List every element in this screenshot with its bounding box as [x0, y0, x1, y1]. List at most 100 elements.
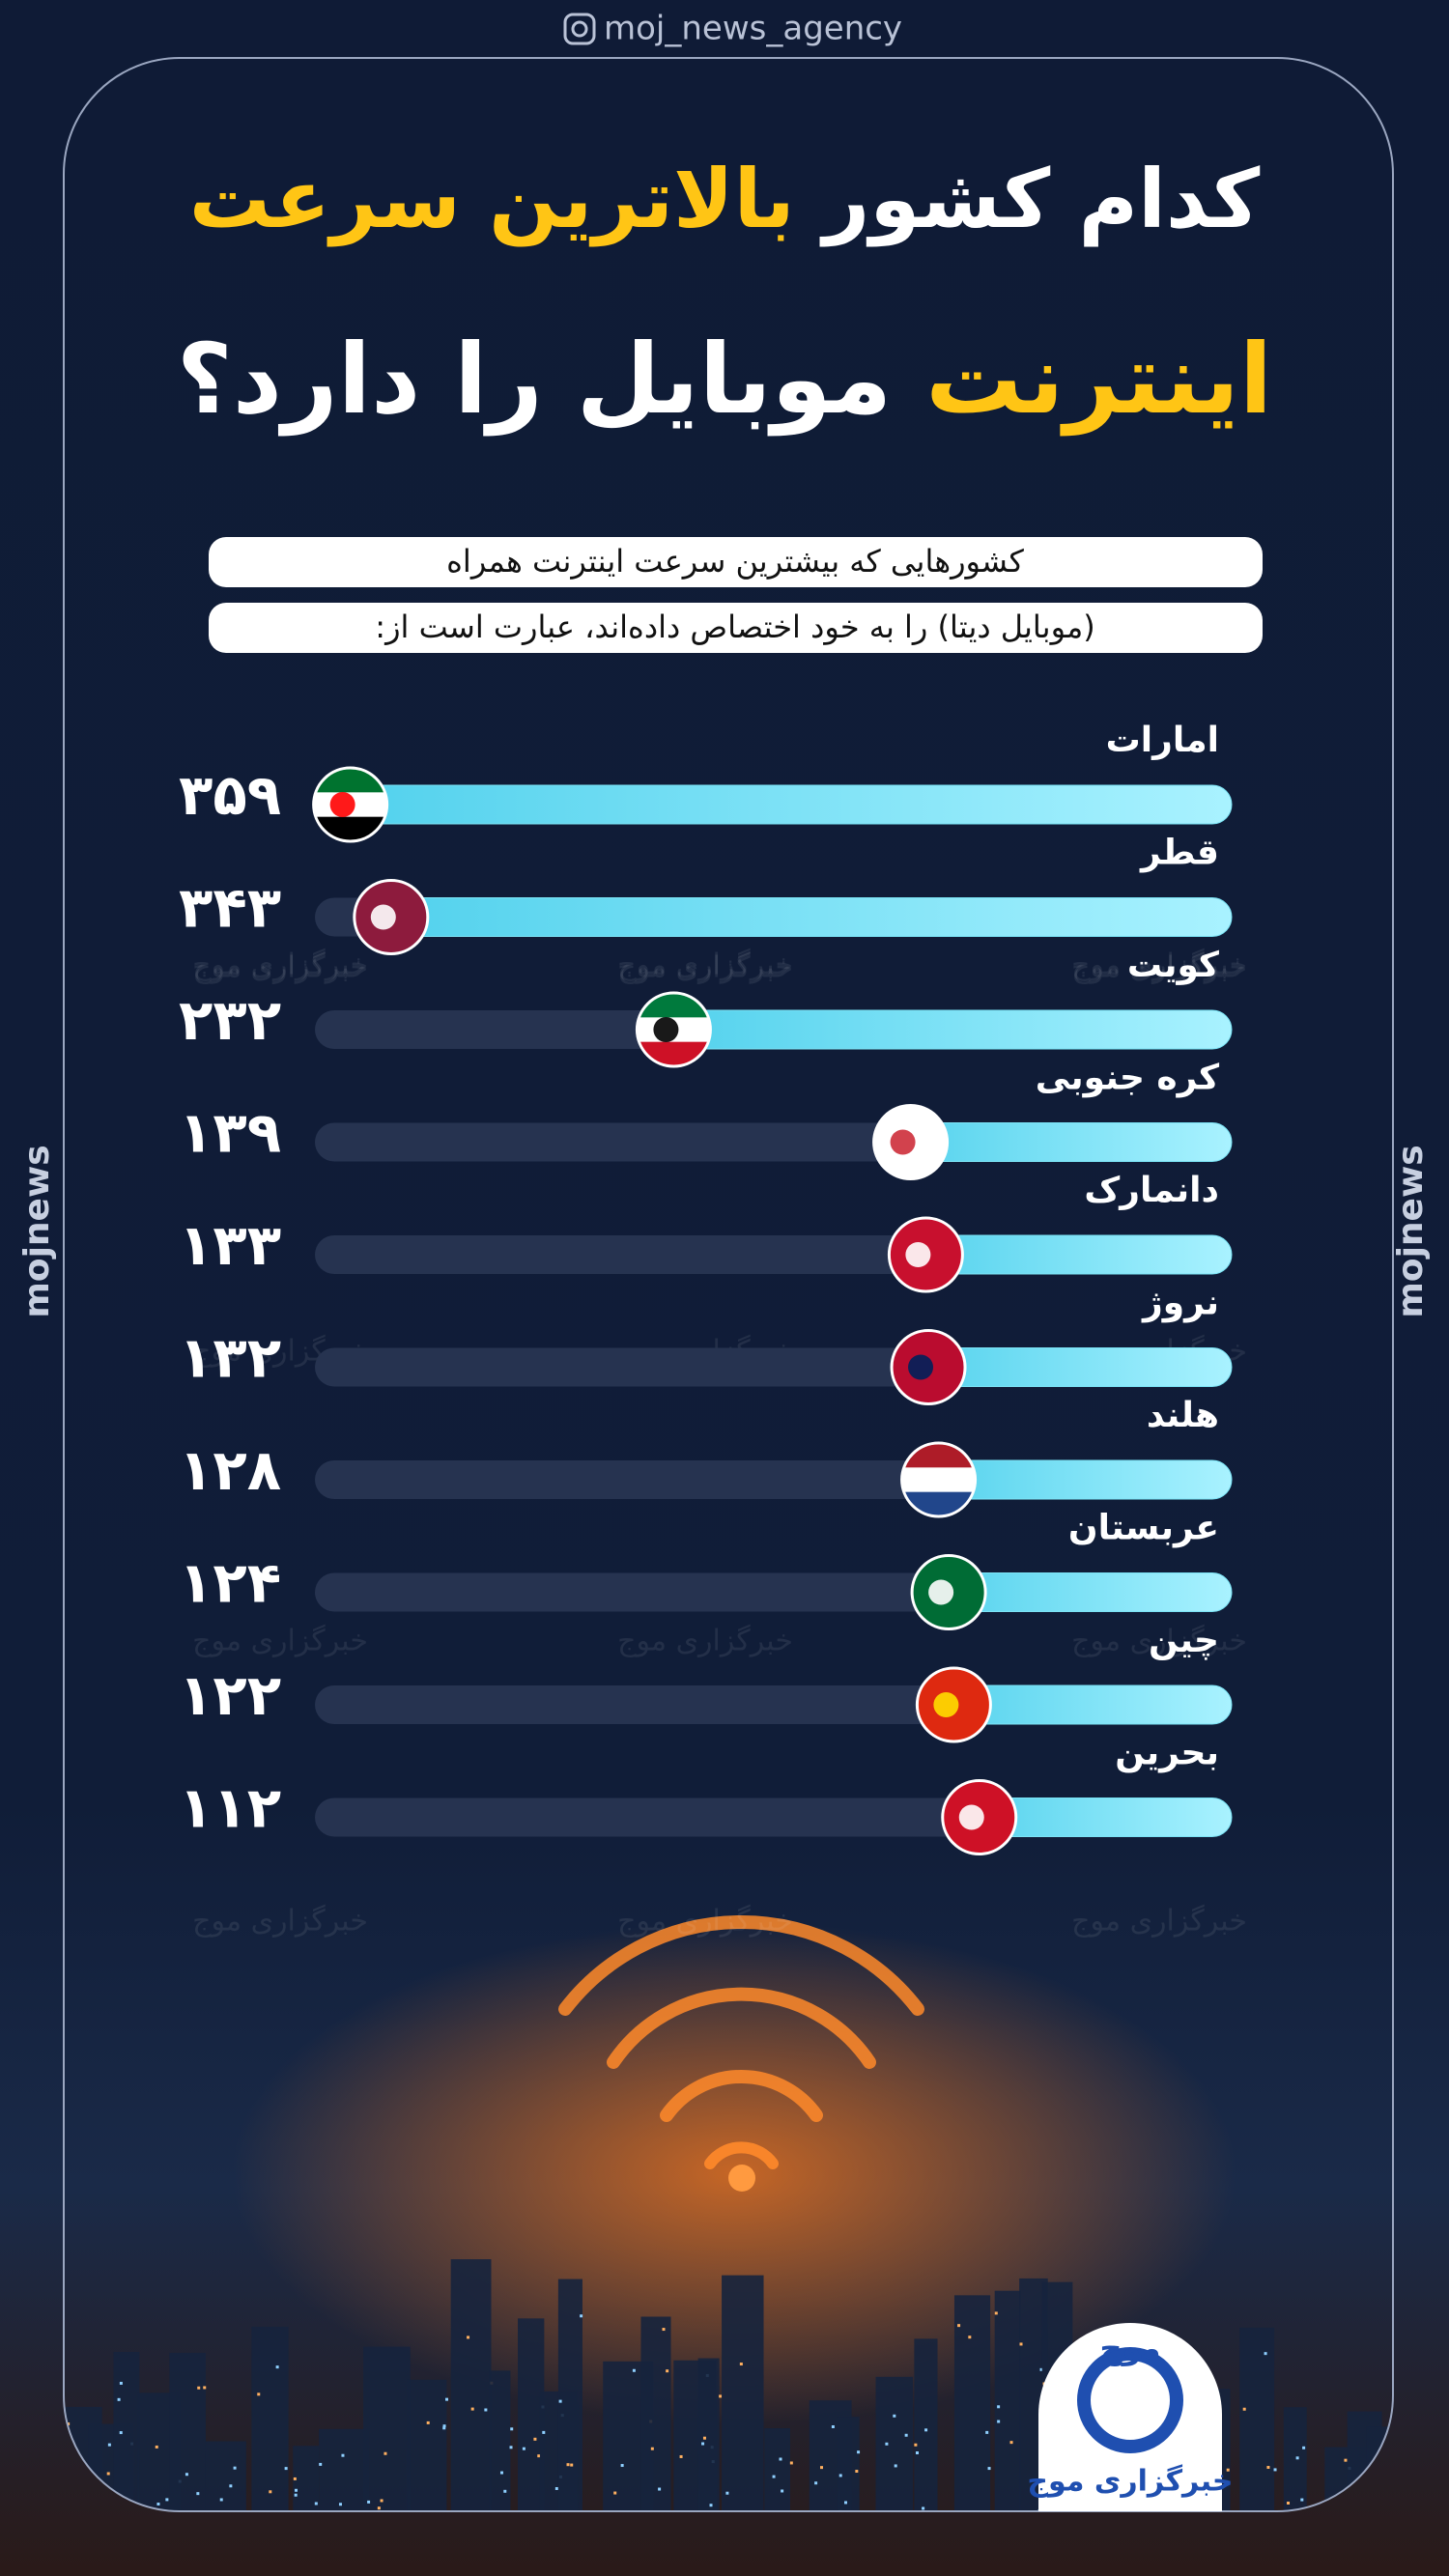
building [489, 2370, 511, 2511]
title-part-highlight: بالاترین سرعت [189, 152, 795, 247]
window-light [1273, 2468, 1277, 2472]
category-label: کویت [1127, 946, 1219, 985]
window-light [658, 2487, 662, 2491]
flag-emblem [370, 904, 396, 930]
bar [317, 784, 1233, 825]
value-label: ۳۵۹ [179, 762, 281, 828]
flag-ring [312, 766, 389, 843]
window-light [119, 2431, 123, 2435]
flag-ring [353, 879, 430, 955]
building [953, 2295, 991, 2511]
flag-emblem [928, 1579, 954, 1605]
window-light [1009, 2441, 1013, 2445]
window-light [499, 2471, 503, 2475]
subtitle: کشورهایی که بیشترین سرعت اینترنت همراه [446, 543, 1024, 580]
watermark: خبرگزاری موج [617, 1905, 793, 1939]
category-label: چین [1149, 1621, 1219, 1660]
building [319, 2428, 369, 2511]
window-light [219, 2498, 223, 2502]
window-light [294, 2488, 298, 2492]
window-light [1039, 2367, 1043, 2371]
window-light [885, 2442, 889, 2446]
window-light [1019, 2342, 1023, 2346]
window-light [185, 2473, 188, 2477]
title-part: کدام کشور [819, 152, 1260, 247]
window-light [155, 2445, 158, 2449]
watermark: خبرگزاری موج [617, 951, 793, 985]
window-light [662, 2328, 666, 2332]
window-light [779, 2457, 782, 2461]
building [251, 2326, 289, 2511]
category-label: قطر [1139, 834, 1219, 873]
window-light [1242, 2407, 1246, 2411]
window-light [1295, 2456, 1299, 2460]
building [837, 2417, 860, 2511]
flag [354, 880, 428, 954]
window-light [666, 2369, 669, 2373]
window-light [275, 2365, 279, 2369]
subtitle-pill [209, 603, 1263, 653]
flag-ring [890, 1329, 967, 1405]
window-light [341, 2453, 345, 2457]
window-light [620, 2464, 624, 2468]
window-light [702, 2436, 706, 2440]
window-light [725, 2491, 729, 2495]
wifi-icon [558, 1914, 924, 2192]
window-light [156, 2502, 160, 2505]
window-light [772, 2475, 776, 2478]
watermark: خبرگزاری موج [1071, 948, 1247, 982]
window-light [613, 2491, 617, 2495]
flag-emblem [653, 1017, 679, 1042]
window-light [838, 2474, 842, 2477]
value-label: ۱۲۸ [179, 1437, 281, 1503]
value-label: ۱۱۲ [179, 1775, 281, 1841]
window-light [284, 2467, 288, 2471]
category-label: بحرین [1115, 1734, 1219, 1773]
flag-ring [941, 1779, 1018, 1855]
building [875, 2376, 914, 2511]
window-light [314, 2502, 318, 2505]
value-label: ۳۴۳ [179, 875, 281, 941]
watermark: خبرگزاری موج [192, 948, 368, 982]
window-light [679, 2454, 683, 2458]
building [764, 2428, 790, 2511]
window-light [509, 2446, 513, 2449]
flag-ring [887, 1216, 964, 1293]
window-light [719, 2394, 723, 2398]
window-light [1266, 2466, 1270, 2470]
window-light [855, 2470, 859, 2474]
watermark: خبرگزاری موج [617, 948, 793, 982]
building [640, 2316, 671, 2511]
flag-emblem [958, 1804, 984, 1830]
watermark: خبرگزاری موج [1071, 1905, 1247, 1939]
window-light [294, 2493, 298, 2497]
flag [917, 1668, 991, 1741]
window-light [580, 2314, 583, 2318]
building [407, 2379, 447, 2511]
category-label: عربستان [1068, 1509, 1219, 1548]
window-light [293, 2477, 297, 2480]
value-label: ۱۲۴ [179, 1550, 281, 1616]
window-light [831, 2424, 835, 2428]
flag [942, 1780, 1016, 1854]
window-light [915, 2451, 919, 2455]
subtitle: (موبایل دیتا) را به خود اختصاص داده‌اند،… [375, 609, 1094, 645]
window-light [426, 2420, 430, 2424]
window-light [338, 2503, 342, 2506]
logo: موج خبرگزاری موج [1027, 2323, 1234, 2511]
window-light [739, 2363, 743, 2366]
window-light [106, 2472, 110, 2476]
window-light [197, 2386, 201, 2390]
window-light [470, 2407, 474, 2411]
watermark: خبرگزاری موج [1071, 951, 1247, 985]
window-light [650, 2447, 654, 2450]
category-label: دانمارک [1084, 1171, 1219, 1210]
window-light [997, 2420, 1001, 2423]
building [293, 2446, 320, 2511]
flag-emblem [908, 1354, 934, 1380]
window-light [1344, 2458, 1348, 2462]
flag-emblem [329, 792, 355, 817]
window-light [554, 2486, 558, 2490]
